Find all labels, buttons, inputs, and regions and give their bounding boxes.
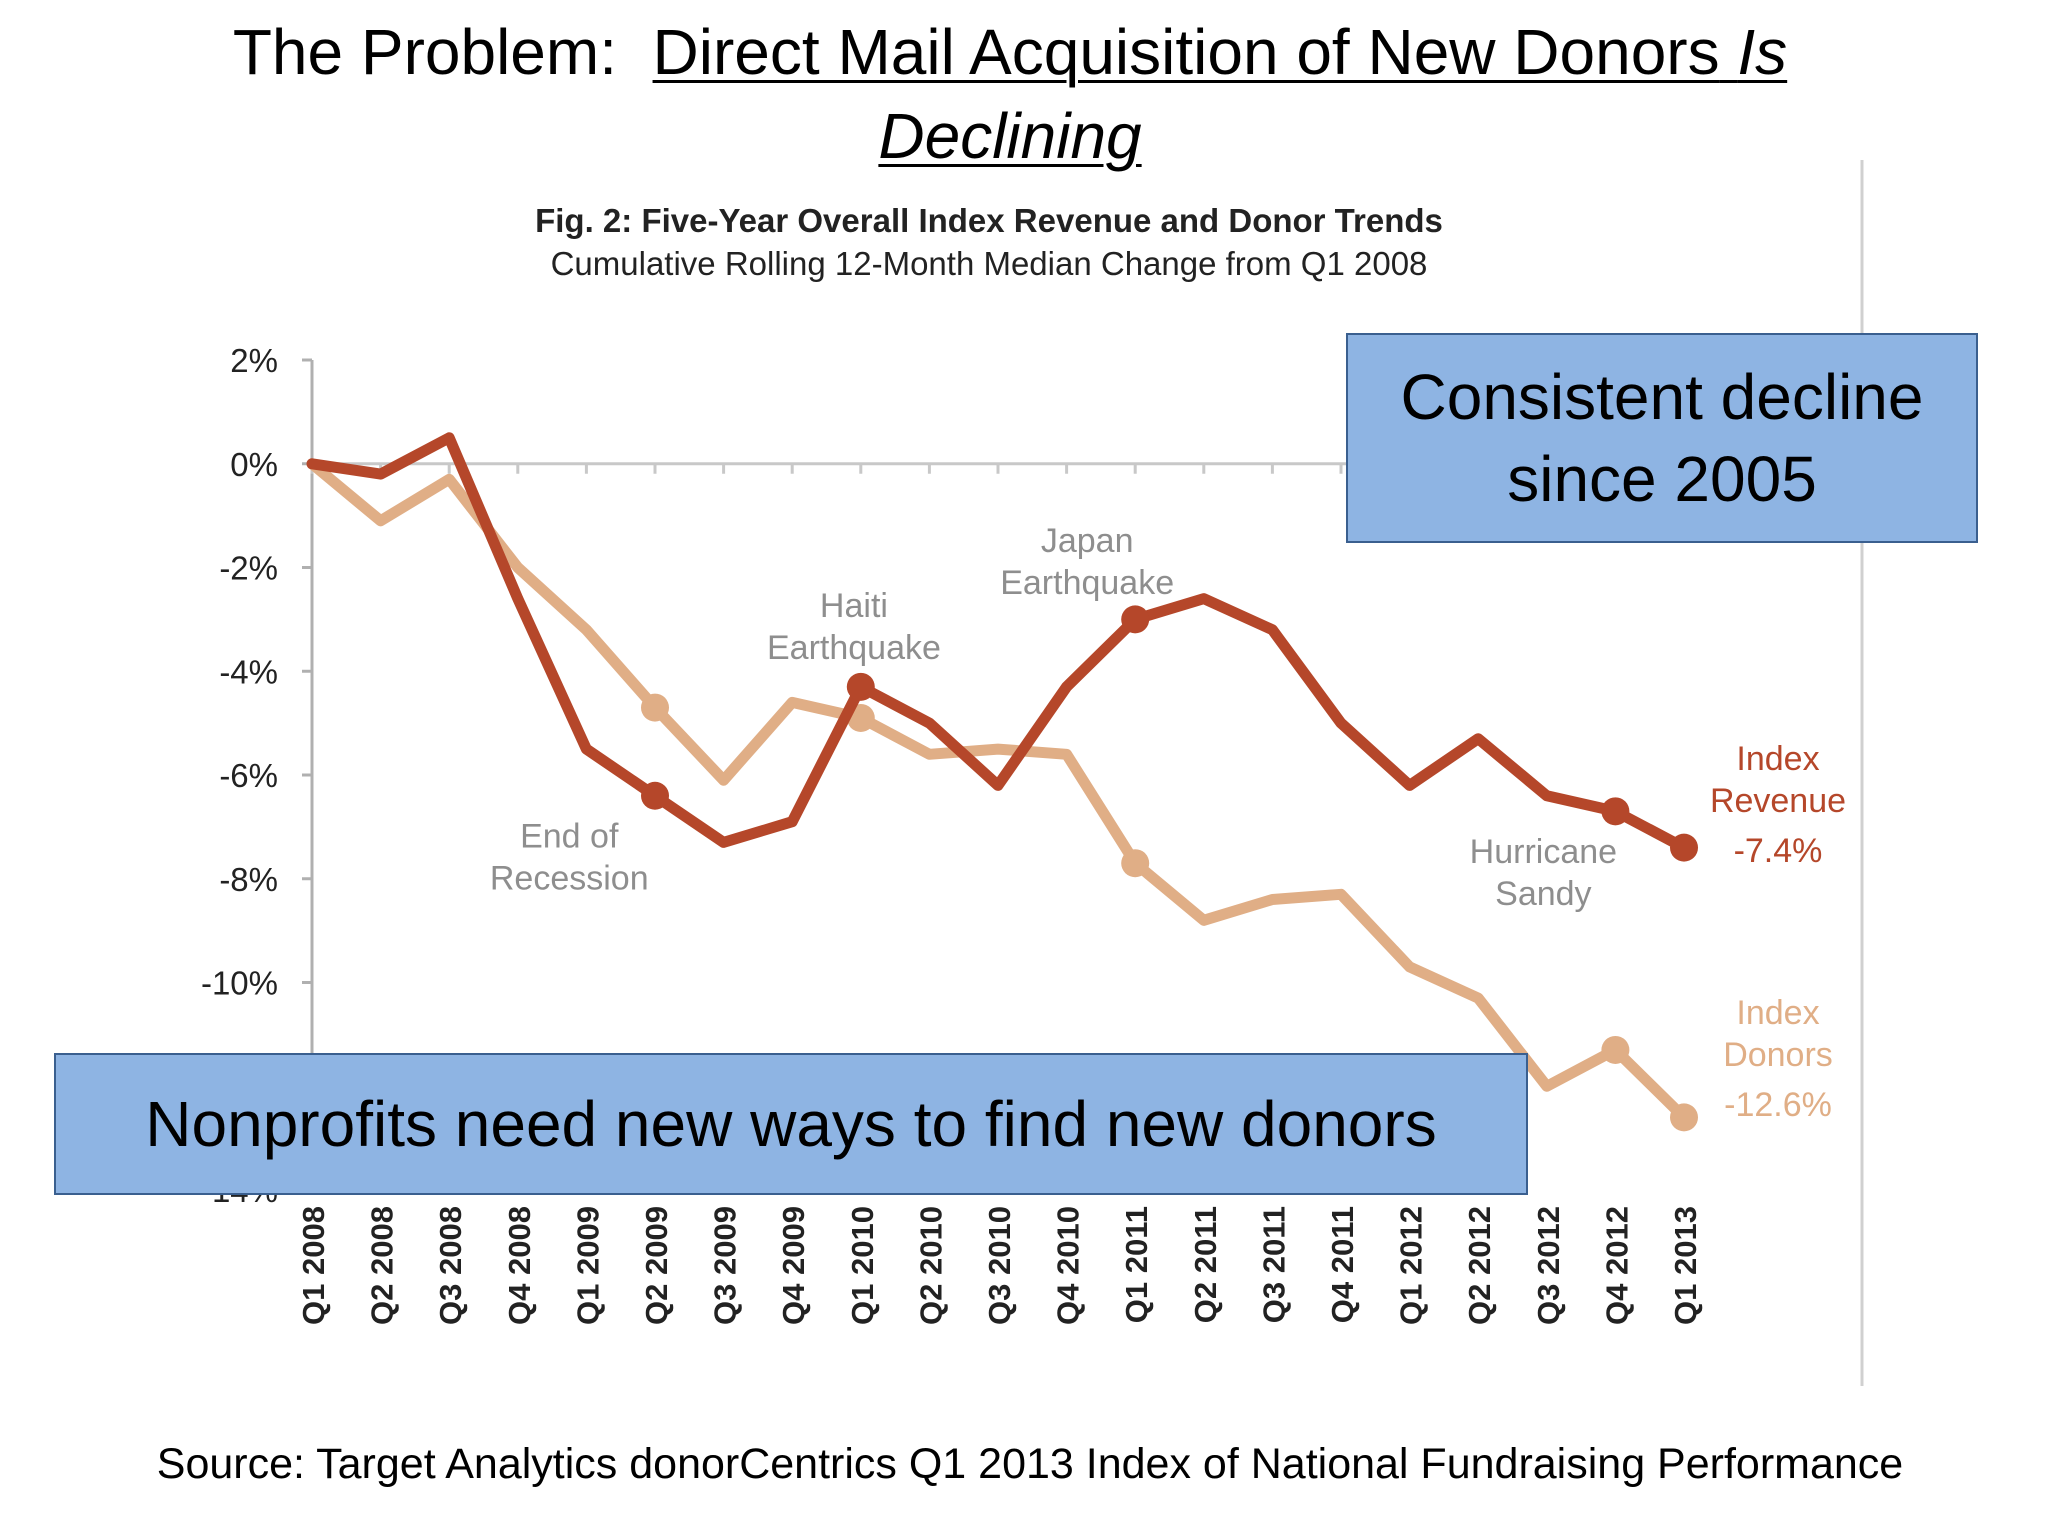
annotation-label: End of [520, 818, 619, 856]
x-tick-label: Q4 2009 [776, 1206, 811, 1325]
slide-title: The Problem: Direct Mail Acquisition of … [60, 10, 1960, 178]
x-tick-label: Q3 2011 [1256, 1206, 1291, 1323]
title-prefix: The Problem: [232, 16, 617, 88]
x-tick-label: Q1 2009 [570, 1206, 605, 1325]
series-layer [306, 432, 1698, 1132]
x-tick-label: Q1 2010 [845, 1206, 880, 1325]
series-line-index-donors [306, 458, 1690, 1123]
source-note: Source: Target Analytics donorCentrics Q… [156, 1440, 1904, 1488]
y-tick-label: 0% [230, 446, 278, 483]
x-tick-label: Q4 2011 [1325, 1206, 1360, 1323]
y-tick-label: -6% [219, 757, 278, 794]
x-tick-label: Q3 2008 [433, 1206, 468, 1325]
series-line-index-revenue [306, 432, 1690, 854]
annotation-label: Hurricane [1470, 833, 1617, 871]
annotation-layer: End of Recession Haiti Earthquake Japan Earth… [490, 522, 1617, 913]
x-tick-label: Q1 2011 [1119, 1206, 1154, 1323]
series-point [1121, 605, 1150, 634]
series-point [1670, 833, 1698, 862]
annotation-label: Earthquake [767, 629, 941, 667]
x-tick-label: Q1 2008 [296, 1206, 331, 1325]
end-label-layer: Index Revenue -7.4% Index Donors -12.6% [1710, 740, 1846, 1124]
x-tick-label: Q2 2011 [1188, 1206, 1223, 1323]
annotation-label: Recession [490, 860, 649, 898]
title-underlined: Direct Mail Acquisition of New Donors Is… [653, 16, 1788, 172]
callout-nonprofits: Nonprofits need new ways to find new don… [54, 1053, 1528, 1195]
y-tick-label: -4% [219, 653, 278, 690]
end-label-value: -7.4% [1734, 832, 1823, 870]
title-italic-is: Is [1737, 16, 1788, 88]
callout-bottom-text: Nonprofits need new ways to find new don… [145, 1088, 1437, 1160]
x-tick-label: Q2 2010 [913, 1206, 948, 1325]
y-tick-label: -8% [219, 861, 278, 898]
callout-consistent-decline: Consistent decline since 2005 [1346, 333, 1978, 543]
x-tick-label: Q1 2013 [1668, 1206, 1703, 1325]
end-label-name: Index [1736, 994, 1819, 1032]
end-label-name: Index [1736, 740, 1819, 778]
y-tick-label: 2% [230, 342, 278, 379]
x-tick-label: Q1 2012 [1394, 1206, 1429, 1325]
title-italic-declining: Declining [878, 100, 1142, 172]
series-point [846, 672, 875, 701]
series-point [1601, 1035, 1630, 1064]
x-tick-label: Q4 2008 [502, 1206, 537, 1325]
x-tick-label: Q4 2012 [1599, 1206, 1634, 1325]
end-label-name: Donors [1723, 1036, 1833, 1074]
y-tick-label: -10% [201, 965, 278, 1002]
x-tick-label: Q3 2009 [708, 1206, 743, 1325]
annotation-label: Japan [1041, 522, 1134, 560]
series-point [641, 781, 669, 810]
series-point [1601, 797, 1630, 826]
x-tick-label: Q2 2009 [639, 1206, 674, 1325]
y-tick-label: -2% [219, 550, 278, 587]
annotation-label: Sandy [1495, 875, 1591, 913]
end-label-name: Revenue [1710, 782, 1846, 820]
series-point [1121, 849, 1150, 878]
x-tick-label: Q3 2012 [1531, 1206, 1566, 1325]
annotation-label: Haiti [820, 587, 888, 625]
x-tick-label: Q4 2010 [1051, 1206, 1086, 1325]
callout-top-text: Consistent decline since 2005 [1400, 361, 1924, 515]
series-point [1670, 1103, 1698, 1132]
chart-title: Fig. 2: Five-Year Overall Index Revenue … [535, 202, 1443, 239]
chart-subtitle: Cumulative Rolling 12-Month Median Chang… [551, 245, 1428, 282]
end-label-value: -12.6% [1724, 1086, 1832, 1124]
series-point [641, 693, 669, 722]
title-main: Direct Mail Acquisition of New Donors [652, 16, 1720, 88]
annotation-label: Earthquake [1000, 564, 1174, 602]
x-tick-label: Q3 2010 [982, 1206, 1017, 1325]
x-tick-label: Q2 2012 [1462, 1206, 1497, 1325]
x-tick-label: Q2 2008 [365, 1206, 400, 1325]
